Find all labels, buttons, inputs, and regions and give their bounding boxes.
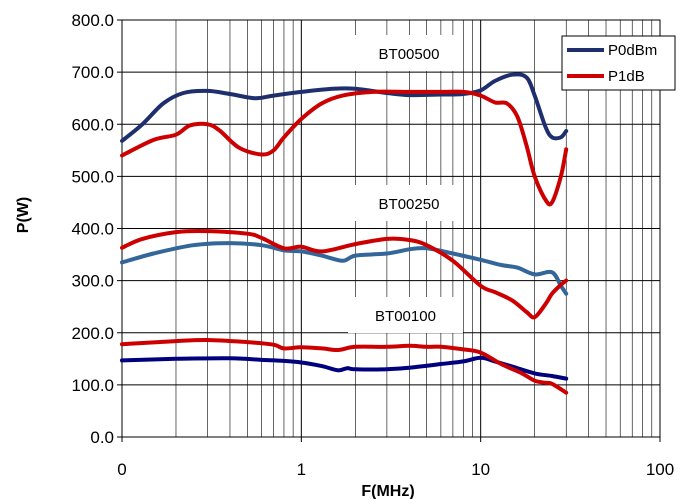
y-tick-label: 500.0: [71, 167, 114, 186]
x-axis-label: F(MHz): [361, 483, 414, 499]
x-axis-ticks: 0 1 10 100: [117, 437, 674, 479]
x-tick-label: 0: [117, 460, 126, 479]
annotation-label: BT00100: [375, 308, 436, 325]
y-tick-label: 100.0: [71, 376, 114, 395]
x-tick-label: 1: [297, 460, 306, 479]
y-tick-label: 300.0: [71, 272, 114, 291]
legend-label: P1dB: [608, 68, 645, 85]
x-tick-label: 100: [646, 460, 674, 479]
annotation-box: [348, 297, 463, 333]
legend-label: P0dBm: [608, 42, 657, 59]
y-tick-label: 600.0: [71, 115, 114, 134]
y-axis-ticks: 0.0 100.0 200.0 300.0 400.0 500.0 600.0 700.0 80…: [71, 11, 122, 447]
series-line-bt00100-p1db: [120, 337, 569, 395]
annotation-box: [355, 185, 463, 221]
series-lines: [120, 72, 569, 395]
series-line-bt00500-p0dbm: [120, 72, 569, 143]
y-tick-label: 400.0: [71, 220, 114, 239]
series-line-bt00500-p1db: [120, 89, 569, 207]
y-tick-label: 700.0: [71, 63, 114, 82]
annotation-box: [355, 35, 463, 71]
y-axis-label: P(W): [15, 197, 32, 233]
legend-box: [561, 35, 676, 91]
y-tick-label: 800.0: [71, 11, 114, 30]
y-tick-label: 200.0: [71, 324, 114, 343]
y-tick-label: 0.0: [90, 428, 114, 447]
legend: P0dBm P1dB: [561, 35, 676, 91]
series-line-bt00100-p0dbm: [120, 355, 569, 381]
annotation-label: BT00250: [379, 196, 440, 213]
annotations: BT00500 BT00250 BT00100: [348, 35, 463, 333]
series-line-bt00250-p0dbm: [120, 241, 569, 296]
annotation-label: BT00500: [379, 46, 440, 63]
x-tick-label: 10: [471, 460, 490, 479]
series-line-bt00250-p1db: [120, 228, 569, 320]
